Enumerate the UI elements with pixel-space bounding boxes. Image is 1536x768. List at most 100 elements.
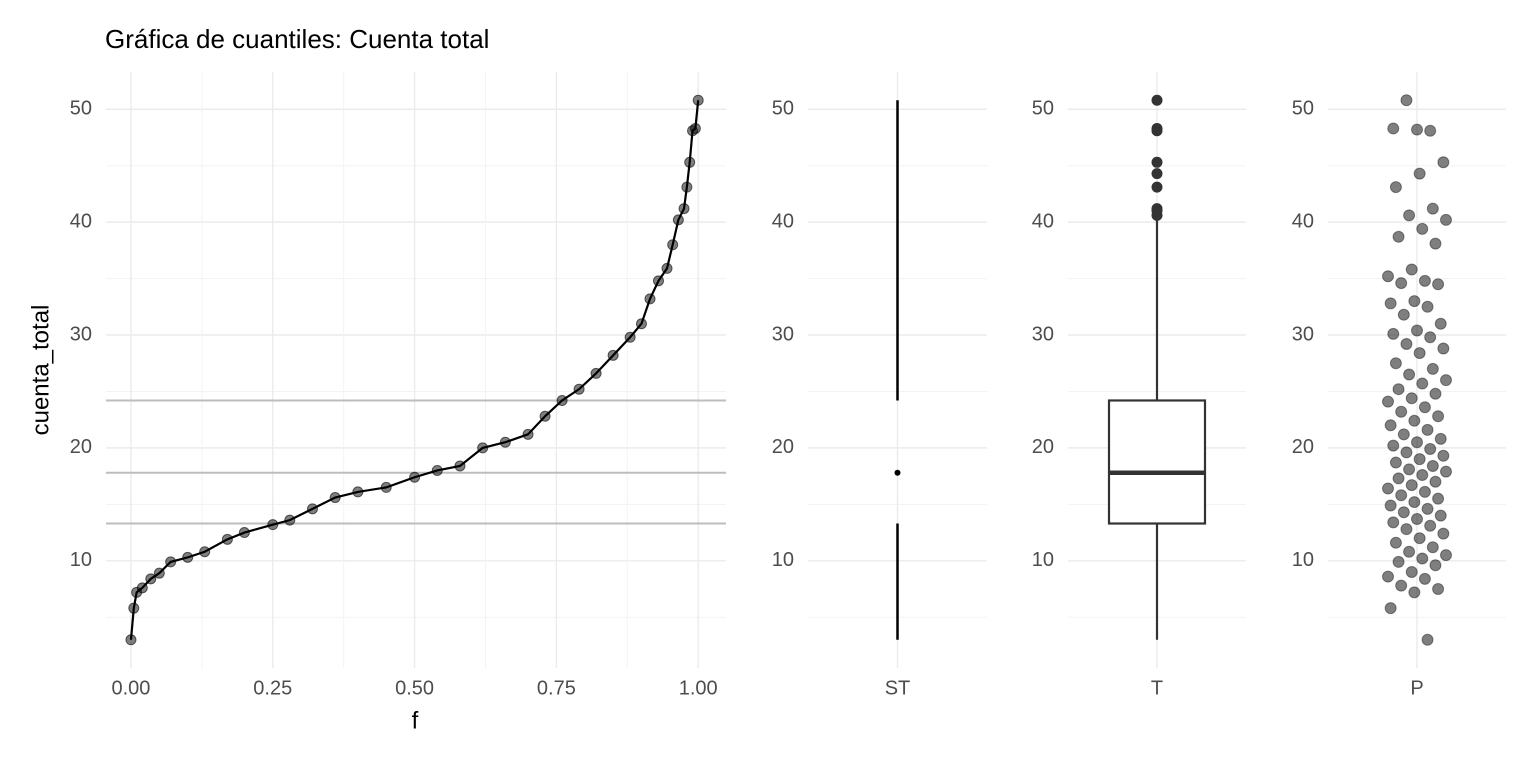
point: [1397, 506, 1410, 519]
point: [1400, 446, 1413, 459]
y-tick-label: 50: [1292, 98, 1314, 120]
point: [1429, 559, 1442, 572]
point: [1395, 579, 1408, 592]
y-axis-label: cuenta_total: [27, 305, 54, 436]
y-tick-label: 30: [772, 323, 794, 345]
point: [1405, 263, 1418, 276]
y-tick-label: 40: [1292, 210, 1314, 232]
y-tick-label: 50: [772, 98, 794, 120]
point: [1440, 465, 1452, 478]
point: [182, 551, 194, 563]
point: [607, 349, 619, 361]
point: [1418, 485, 1431, 498]
point: [678, 203, 690, 215]
point: [1387, 327, 1400, 340]
point: [267, 519, 279, 531]
point: [1408, 496, 1421, 509]
point: [1392, 555, 1405, 568]
y-tick-label: 30: [70, 323, 92, 345]
y-tick-label: 40: [1032, 210, 1054, 232]
y-tick-label: 10: [70, 549, 92, 571]
point: [1440, 374, 1452, 387]
point: [1389, 536, 1402, 549]
point: [692, 94, 704, 106]
point: [1411, 513, 1423, 525]
point: [624, 331, 636, 343]
point: [1397, 428, 1410, 441]
point: [1384, 499, 1397, 512]
point: [1395, 405, 1408, 418]
point: [477, 442, 489, 454]
point: [165, 556, 177, 568]
point: [1405, 479, 1418, 492]
y-tick-label: 20: [1292, 436, 1314, 458]
point: [1395, 277, 1408, 290]
point: [1440, 213, 1452, 226]
point: [1416, 468, 1429, 481]
y-tick-label: 10: [772, 549, 794, 571]
point: [1384, 297, 1397, 310]
point: [221, 533, 233, 545]
outlier: [1151, 168, 1163, 180]
point: [1405, 392, 1418, 405]
point: [1440, 549, 1452, 562]
point: [1387, 516, 1400, 529]
point: [1397, 308, 1410, 321]
point: [1421, 502, 1434, 515]
x-tick-label: P: [1410, 677, 1423, 699]
point: [145, 573, 157, 585]
outlier: [1151, 181, 1163, 193]
box: [1107, 399, 1207, 525]
point: [1392, 472, 1405, 485]
point: [590, 367, 602, 379]
x-tick-label: 1.00: [679, 677, 718, 699]
point: [454, 460, 466, 472]
point: [1413, 347, 1426, 360]
point: [1434, 432, 1447, 445]
point: [1382, 570, 1394, 583]
outlier: [1151, 122, 1163, 134]
point: [238, 527, 250, 539]
y-tick-label: 50: [70, 98, 92, 120]
outlier: [1151, 156, 1163, 168]
point: [136, 582, 148, 594]
point: [1418, 274, 1431, 287]
x-tick-label: 0.25: [253, 677, 292, 699]
point: [1418, 401, 1431, 414]
point: [1432, 278, 1445, 291]
x-tick-label: ST: [885, 677, 911, 699]
point: [1389, 456, 1402, 469]
point: [1411, 436, 1423, 449]
point: [661, 262, 673, 274]
point: [1432, 582, 1445, 595]
y-tick-label: 10: [1032, 549, 1054, 571]
point: [1429, 387, 1442, 400]
point: [1408, 414, 1421, 427]
point: [1418, 572, 1431, 585]
y-tick-label: 20: [70, 436, 92, 458]
point: [1413, 453, 1426, 466]
point: [1387, 122, 1400, 135]
point: [1400, 94, 1413, 107]
point: [1424, 331, 1437, 344]
point: [1400, 523, 1413, 536]
y-tick-label: 20: [772, 436, 794, 458]
point: [380, 481, 392, 493]
point: [1403, 209, 1416, 222]
point: [1400, 338, 1413, 351]
point: [1382, 395, 1394, 408]
point: [1411, 123, 1423, 136]
point: [284, 514, 296, 526]
point: [1424, 124, 1437, 137]
point: [199, 546, 211, 558]
point: [1437, 342, 1450, 355]
y-tick-label: 40: [772, 210, 794, 232]
point: [684, 156, 696, 168]
point: [1403, 368, 1416, 381]
point: [1403, 463, 1416, 476]
x-tick-label: 0.75: [537, 677, 576, 699]
point: [681, 181, 693, 193]
point: [1392, 230, 1405, 243]
point: [329, 492, 341, 504]
point: [1426, 362, 1439, 375]
